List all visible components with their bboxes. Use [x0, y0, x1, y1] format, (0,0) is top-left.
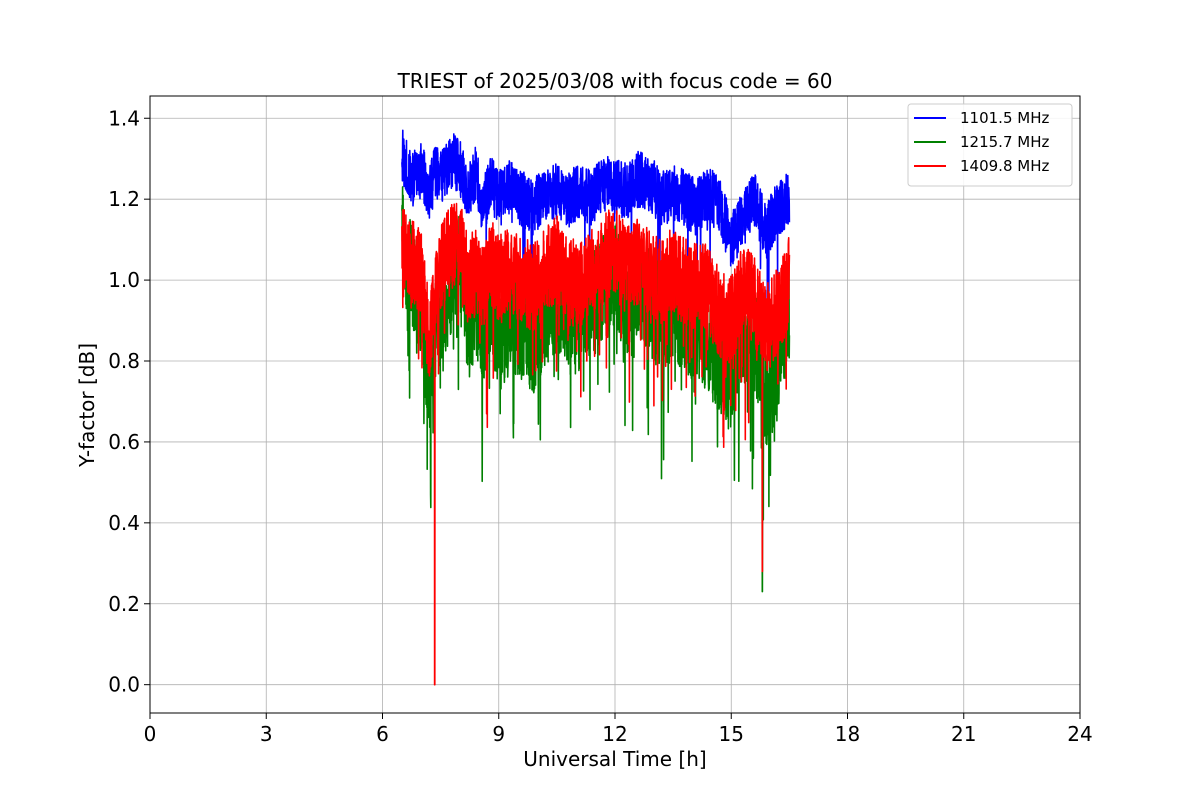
x-tick-label: 24 [1067, 722, 1092, 746]
chart-title: TRIEST of 2025/03/08 with focus code = 6… [397, 69, 833, 93]
legend-label: 1101.5 MHz [960, 109, 1049, 127]
y-tick-label: 1.2 [108, 187, 140, 211]
x-axis-ticks: 0 3 6 9 12 15 18 21 24 [144, 713, 1093, 746]
y-tick-label: 0.8 [108, 349, 140, 373]
y-tick-label: 0.6 [108, 430, 140, 454]
y-tick-label: 0.0 [108, 673, 140, 697]
x-tick-label: 21 [951, 722, 976, 746]
x-tick-label: 9 [492, 722, 505, 746]
y-axis-ticks: 0.0 0.2 0.4 0.6 0.8 1.0 1.2 1.4 [108, 106, 150, 697]
x-tick-label: 15 [719, 722, 744, 746]
legend-box [907, 103, 1073, 187]
series-line-1101-5-mhz [401, 129, 791, 349]
x-tick-label: 6 [376, 722, 389, 746]
x-tick-label: 3 [260, 722, 273, 746]
x-axis-label: Universal Time [h] [523, 747, 706, 771]
series-line-1409-8-mhz [401, 202, 791, 686]
y-tick-label: 0.2 [108, 592, 140, 616]
y-axis-label: Y-factor [dB] [75, 343, 99, 468]
y-tick-label: 0.4 [108, 511, 140, 535]
y-tick-label: 1.4 [108, 106, 140, 130]
series-layer [401, 129, 791, 686]
y-tick-label: 1.0 [108, 268, 140, 292]
x-tick-label: 12 [602, 722, 627, 746]
legend-label: 1409.8 MHz [960, 157, 1049, 175]
x-tick-label: 0 [144, 722, 157, 746]
legend: 1101.5 MHz 1215.7 MHz 1409.8 MHz [907, 103, 1073, 187]
legend-label: 1215.7 MHz [960, 133, 1049, 151]
x-tick-label: 18 [835, 722, 860, 746]
